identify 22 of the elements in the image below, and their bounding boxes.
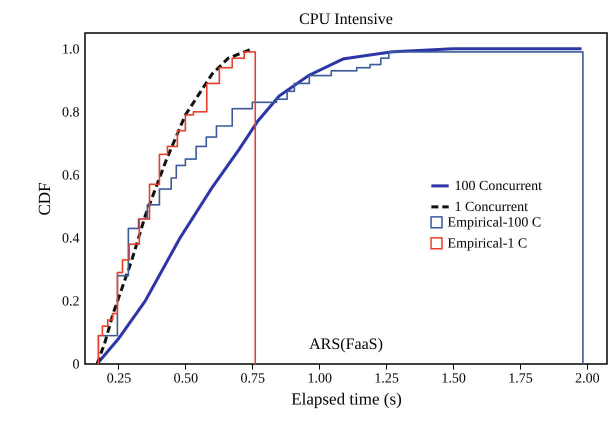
x-tick-label: 0.25: [106, 372, 132, 386]
y-tick-label: 0.6: [62, 168, 80, 184]
x-tick-label: 1.50: [441, 372, 466, 386]
legend-label: 1 Concurrent: [454, 200, 528, 215]
x-tick-label: 1.25: [374, 372, 399, 386]
y-tick-label: 0.4: [62, 231, 80, 246]
x-tick-label: 1.00: [307, 372, 332, 386]
x-tick-label: 0.50: [174, 372, 198, 386]
x-tick-label: 0.75: [240, 372, 266, 386]
y-axis-title: CDF: [35, 182, 54, 216]
x-axis-title: Elapsed time (s): [291, 390, 402, 408]
legend-label: Empirical-100 C: [448, 215, 542, 230]
y-tick-label: 0.2: [62, 294, 80, 310]
y-tick-label: 0: [72, 358, 80, 372]
y-tick-label: 1.0: [62, 42, 80, 58]
legend-label: Empirical-1 C: [448, 236, 528, 252]
chart-title: CPU Intensive: [299, 11, 393, 28]
x-tick-label: 2.00: [575, 372, 600, 386]
annotation: ARS(FaaS): [309, 336, 383, 353]
y-tick-label: 0.8: [62, 105, 80, 120]
x-tick-label: 1.75: [508, 372, 533, 386]
legend-label: 100 Concurrent: [454, 178, 542, 194]
